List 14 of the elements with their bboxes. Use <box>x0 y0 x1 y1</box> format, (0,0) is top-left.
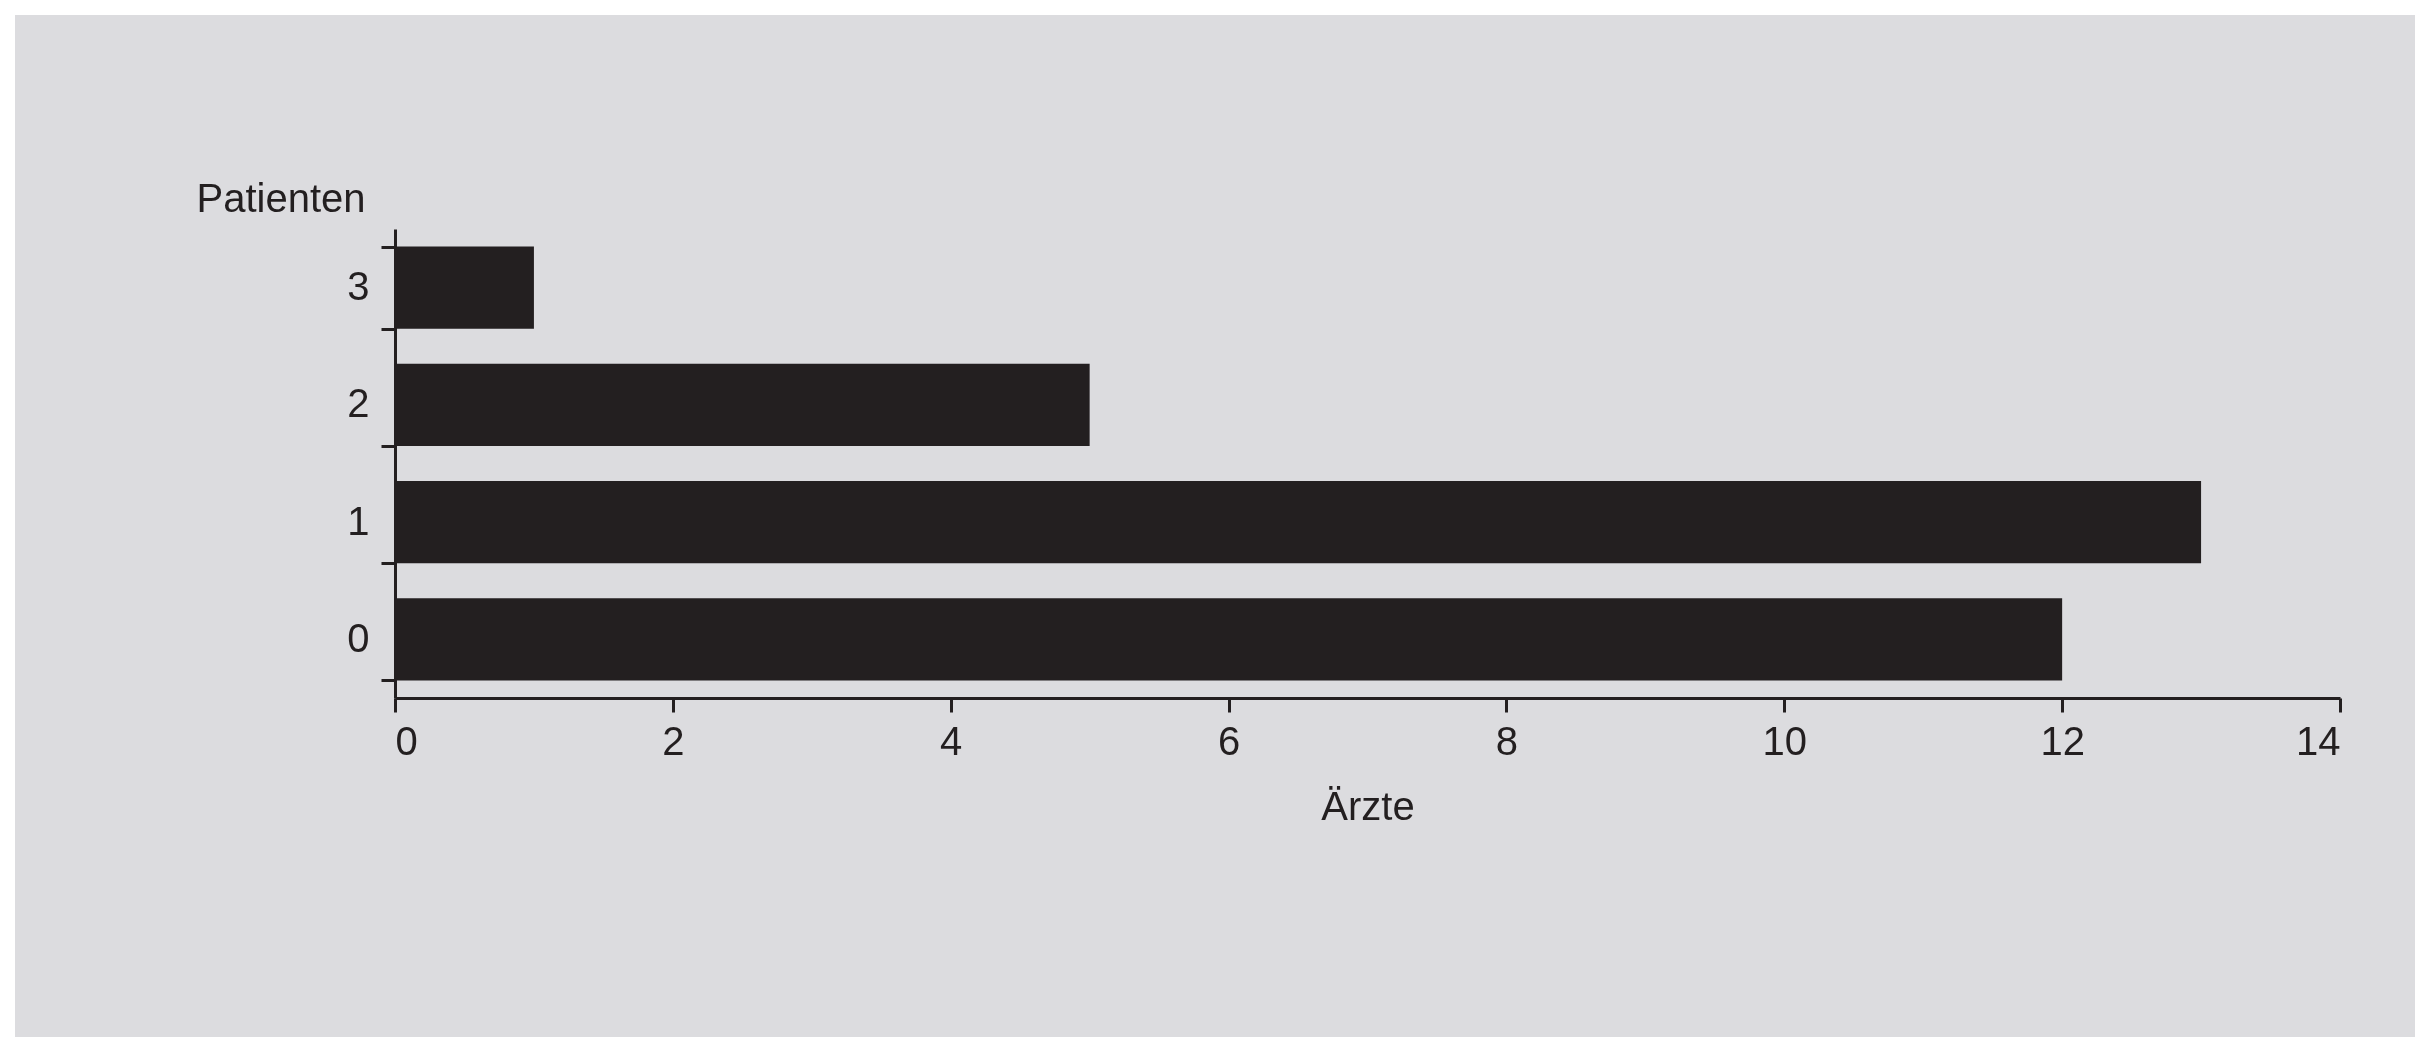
x-tick-label: 2 <box>662 718 685 763</box>
x-tick-label: 4 <box>940 718 963 763</box>
x-tick-label: 12 <box>2040 718 2085 763</box>
x-tick-label: 0 <box>395 718 418 763</box>
x-tick-label: 8 <box>1495 718 1519 763</box>
y-tick-label: 1 <box>347 498 370 543</box>
x-tick-label: 14 <box>2296 718 2341 763</box>
y-axis-title: Patienten <box>196 175 366 220</box>
y-tick-label: 0 <box>347 615 370 660</box>
y-tick-label: 2 <box>347 381 370 426</box>
x-tick-label: 6 <box>1217 718 1241 763</box>
y-tick-label: 3 <box>347 264 370 309</box>
x-tick-label: 10 <box>1762 718 1808 763</box>
x-axis-title: Ärzte <box>1321 783 1415 828</box>
